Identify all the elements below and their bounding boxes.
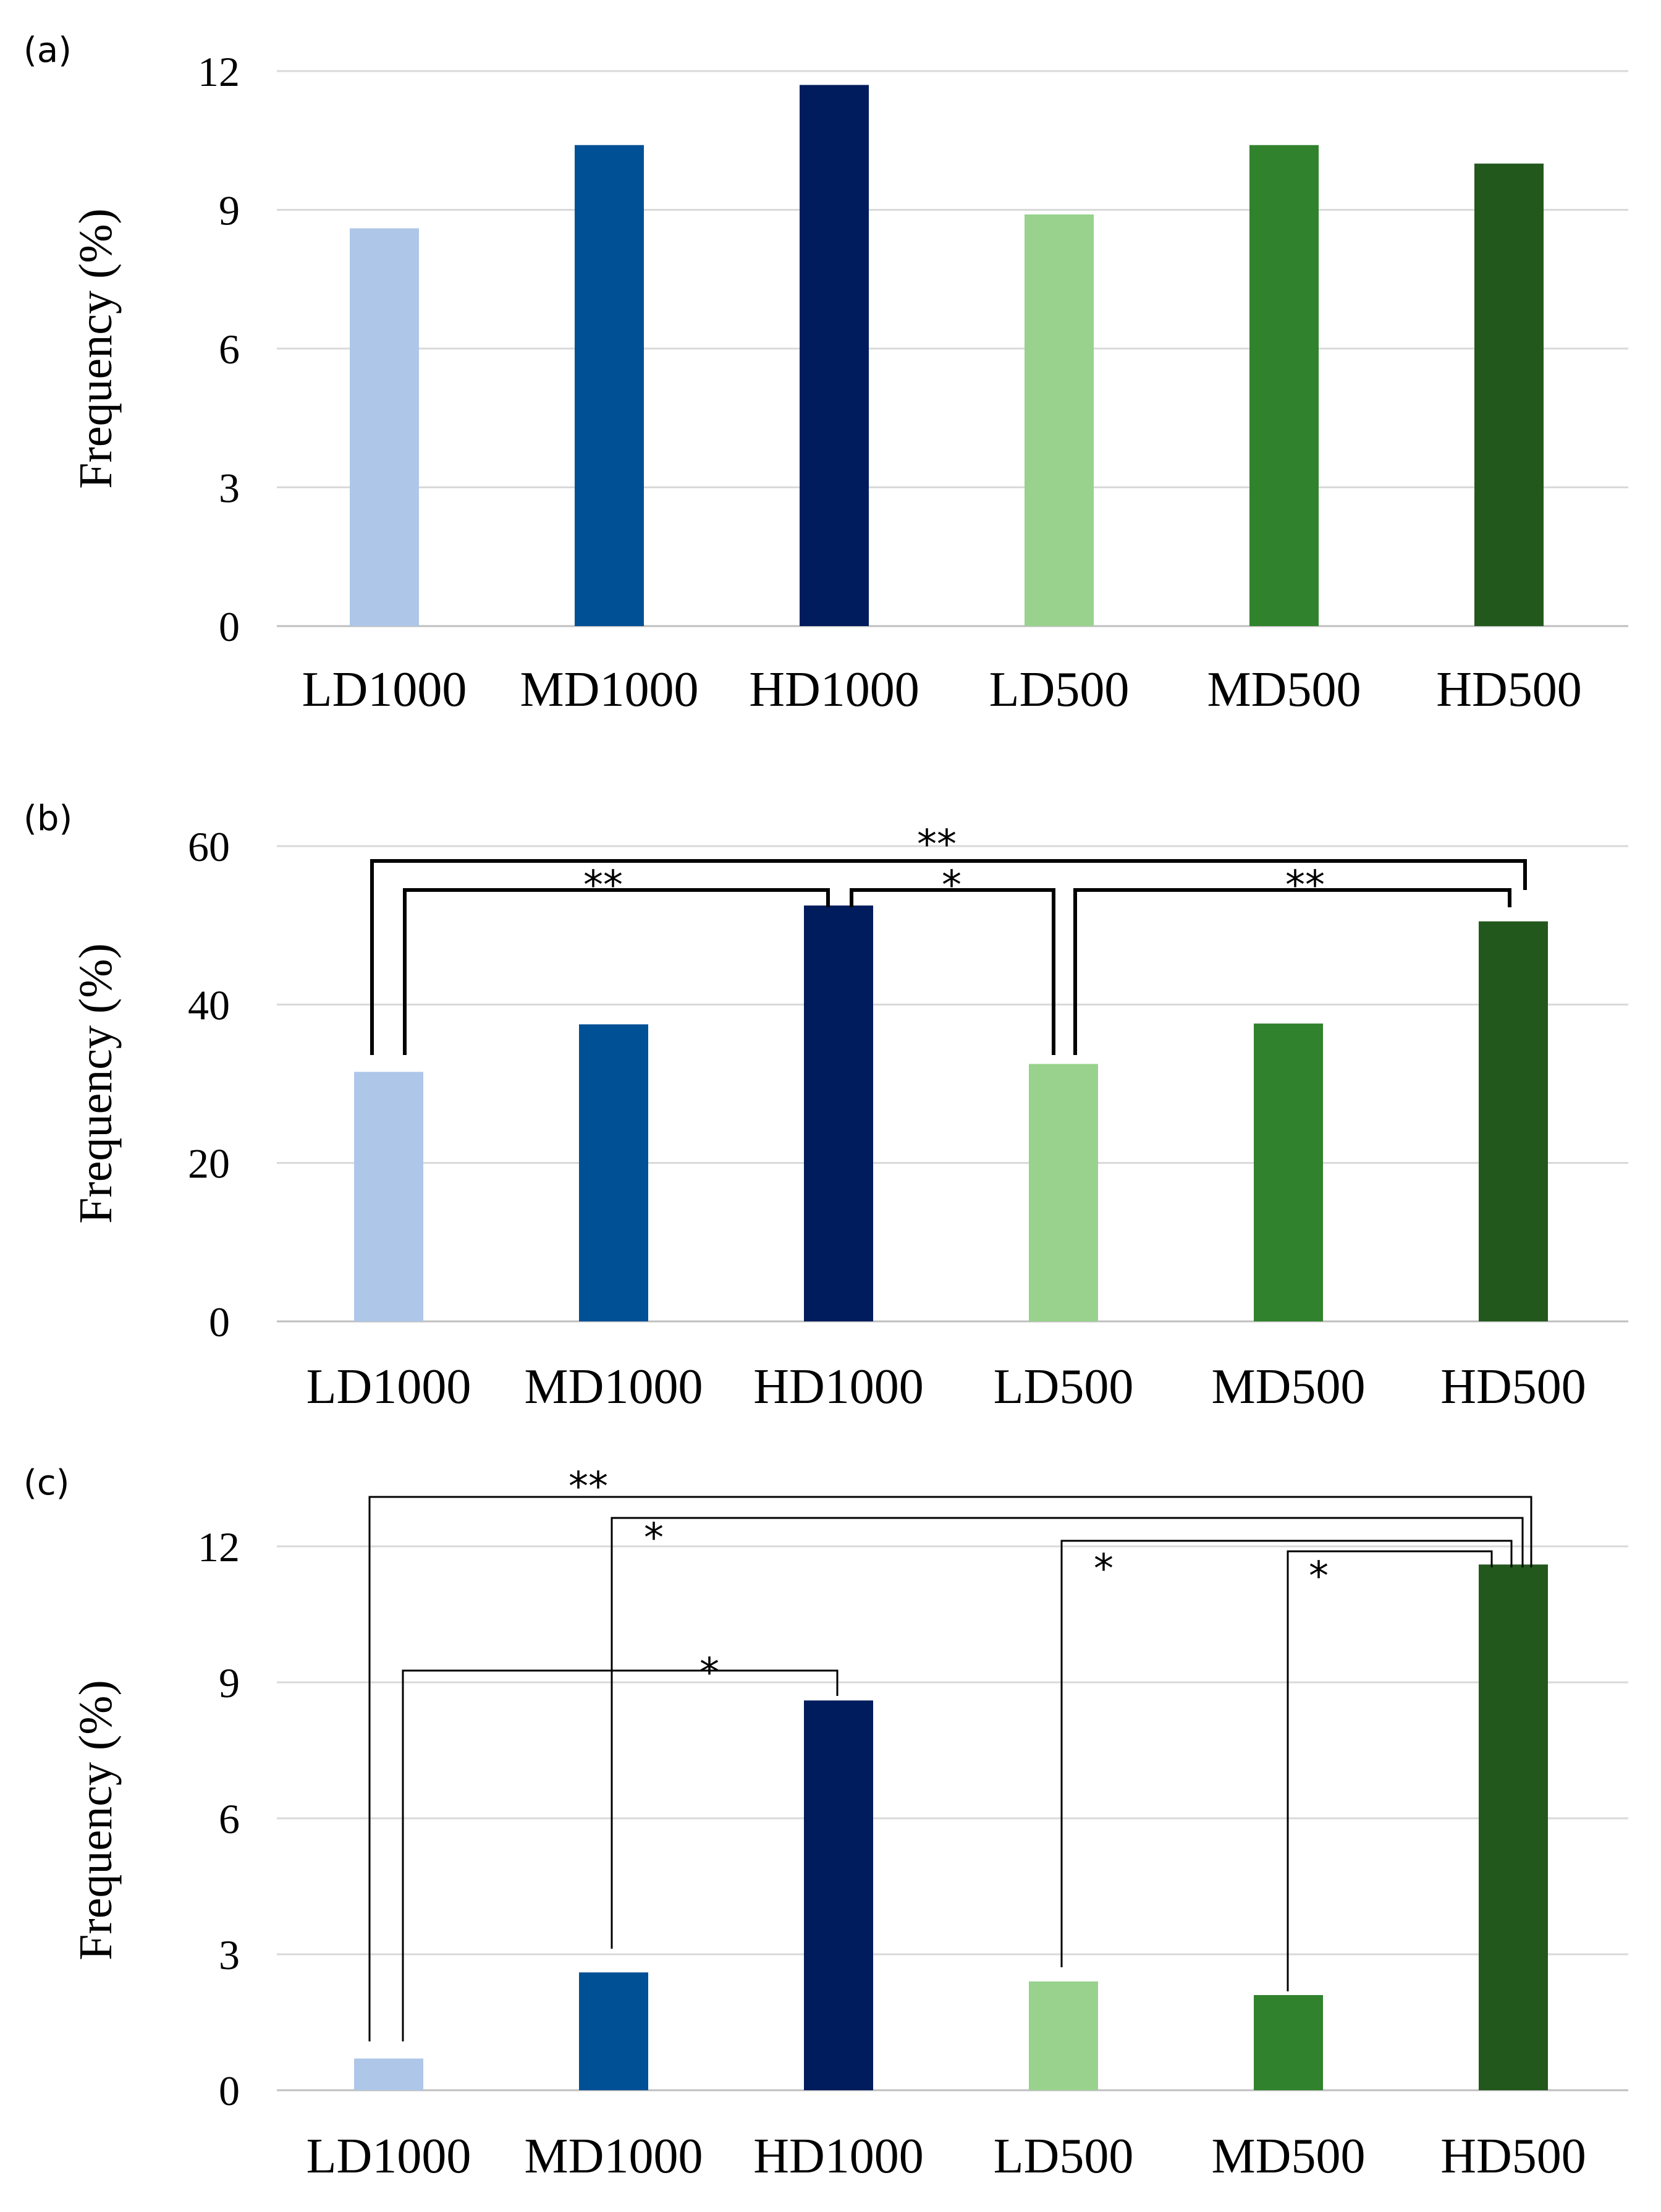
significance-label: **: [583, 863, 623, 909]
significance-label: *: [699, 1650, 719, 1696]
bar-md1000: [575, 145, 644, 626]
x-category-label: MD1000: [525, 1360, 703, 1414]
significance-bracket: [1287, 1550, 1493, 1991]
significance-bracket: [850, 888, 1055, 1055]
y-axis-title: Frequency (%): [70, 943, 122, 1224]
y-tick-label: 40: [188, 981, 230, 1028]
bar-hd500: [1479, 1564, 1548, 2090]
x-category-label: HD1000: [753, 1360, 924, 1414]
bar-hd500: [1474, 163, 1544, 627]
significance-bracket: [1073, 888, 1511, 1055]
significance-bracket: [402, 1669, 839, 2041]
x-category-label: MD500: [1207, 663, 1361, 717]
bar-ld1000: [354, 1072, 423, 1321]
significance-bracket: [403, 888, 830, 1055]
bar-hd1000: [804, 905, 873, 1321]
y-tick-label: 0: [209, 1299, 230, 1345]
y-tick-label: 0: [219, 603, 240, 650]
bar-md500: [1254, 1023, 1323, 1321]
significance-label: **: [917, 822, 957, 868]
x-category-label: LD500: [994, 1360, 1134, 1414]
y-tick-label: 6: [219, 326, 240, 373]
y-tick-label: 20: [188, 1140, 230, 1187]
panel-c: (c) 0 3 6 9 12 LD1000 MD1000 HD1000 LD500 MD500 HD5…: [23, 1463, 1628, 2184]
panel-b: (b) 0 20 40 60 LD1000 MD1000 HD1000 LD500 MD500 HD…: [23, 799, 1628, 1414]
x-category-label: HD500: [1436, 663, 1582, 717]
x-category-label: MD500: [1212, 1360, 1366, 1414]
bar-ld1000: [350, 228, 419, 626]
y-tick-label: 0: [219, 2067, 240, 2114]
bar-ld500: [1029, 1981, 1098, 2090]
x-category-label: HD1000: [753, 2129, 924, 2184]
y-tick-label: 60: [188, 823, 230, 870]
x-category-label: LD1000: [306, 2129, 471, 2184]
x-category-label: LD1000: [302, 663, 467, 717]
bar-hd500: [1479, 921, 1548, 1321]
panel-label: (c): [23, 1463, 69, 1503]
significance-label: *: [942, 863, 962, 909]
x-category-label: HD500: [1440, 1360, 1586, 1414]
bar-md500: [1249, 145, 1319, 626]
y-tick-label: 3: [219, 1931, 240, 1978]
significance-label: *: [1094, 1546, 1114, 1592]
significance-bracket: [368, 1496, 1532, 2041]
x-category-label: LD500: [994, 2129, 1134, 2184]
x-category-label: MD1000: [520, 663, 699, 717]
x-category-label: MD500: [1212, 2129, 1366, 2184]
y-tick-label: 12: [198, 1523, 240, 1570]
y-tick-label: 3: [219, 465, 240, 512]
x-category-label: LD500: [989, 663, 1130, 717]
significance-label: **: [1285, 863, 1325, 909]
y-tick-label: 9: [219, 1659, 240, 1706]
bar-ld500: [1025, 214, 1094, 626]
bar-ld500: [1029, 1064, 1098, 1321]
significance-label: *: [1309, 1554, 1329, 1600]
y-axis-title: Frequency (%): [70, 208, 122, 489]
significance-bracket: [1060, 1540, 1513, 1967]
bar-md1000: [579, 1024, 648, 1321]
x-category-label: HD1000: [749, 663, 919, 717]
panel-label: (a): [23, 30, 72, 70]
y-tick-label: 9: [219, 187, 240, 234]
panel-a: (a) 0 3 6 9 12 LD1000 MD1000 HD1000 LD500 MD500 HD5…: [23, 30, 1628, 717]
y-tick-label: 12: [198, 48, 240, 95]
panel-label: (b): [23, 799, 72, 839]
significance-label: **: [568, 1464, 608, 1510]
x-category-label: LD1000: [306, 1360, 471, 1414]
bar-md1000: [579, 1972, 648, 2090]
x-category-label: HD500: [1440, 2129, 1586, 2184]
y-axis-title: Frequency (%): [70, 1680, 122, 1960]
x-category-label: MD1000: [525, 2129, 703, 2184]
bar-ld1000: [354, 2058, 423, 2090]
significance-label: *: [644, 1515, 664, 1561]
significance-bracket: [611, 1517, 1524, 1949]
y-tick-label: 6: [219, 1795, 240, 1842]
significance-bracket: [370, 859, 1527, 1055]
bar-md500: [1254, 1995, 1323, 2090]
bar-hd1000: [804, 1700, 873, 2090]
bar-hd1000: [800, 85, 869, 626]
